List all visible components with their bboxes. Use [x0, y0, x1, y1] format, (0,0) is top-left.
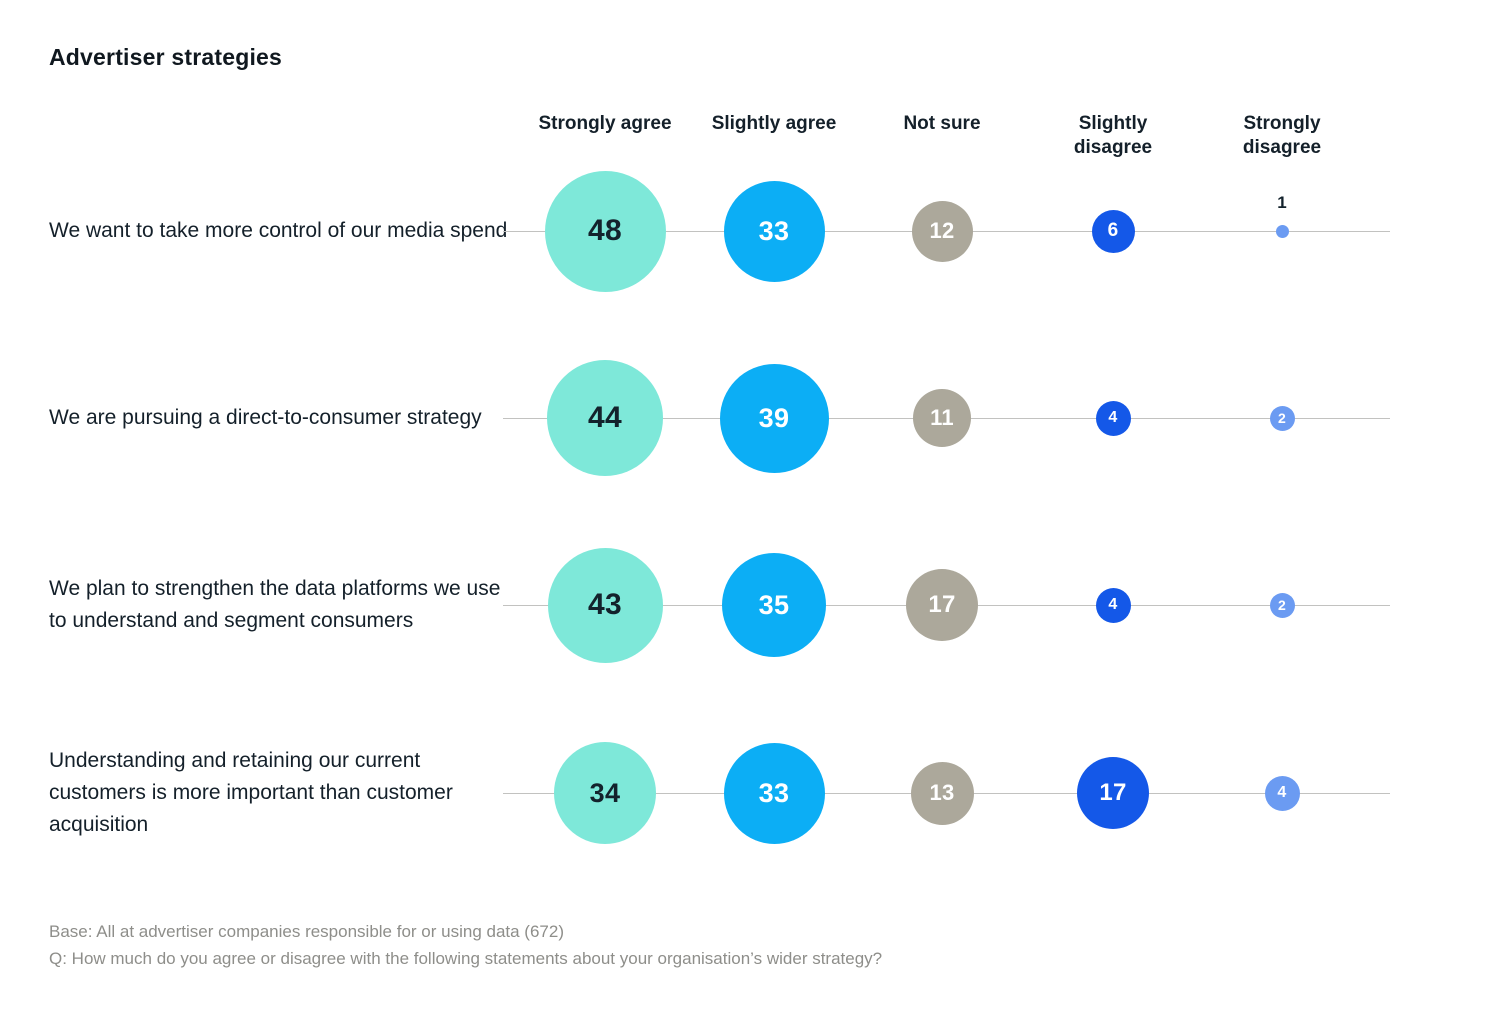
- column-header-strongly-disagree: Strongly disagree: [1242, 113, 1322, 158]
- bubble-slightly-agree: 39: [719, 363, 829, 473]
- column-header-not-sure: Not sure: [903, 113, 981, 134]
- bubble-strongly-disagree: 2: [1269, 592, 1295, 618]
- bubble-slightly-agree: 33: [723, 180, 825, 282]
- bubble-not-sure: 17: [906, 569, 978, 641]
- bubble-slightly-disagree: 4: [1095, 587, 1131, 623]
- question-note: Q: How much do you agree or disagree wit…: [49, 949, 883, 968]
- bubble-strongly-disagree: [1275, 224, 1289, 238]
- page-title: Advertiser strategies: [49, 44, 283, 70]
- bubble-slightly-agree: 33: [723, 742, 825, 844]
- row-label: We plan to strengthen the data platforms…: [49, 577, 501, 632]
- bubble-slightly-disagree: 4: [1095, 400, 1131, 436]
- bubble-slightly-disagree: 17: [1077, 757, 1149, 829]
- bubble-not-sure: 13: [910, 761, 974, 825]
- bubble-slightly-agree: 35: [722, 553, 826, 657]
- column-header-strongly-agree: Strongly agree: [538, 113, 672, 134]
- base-note: Base: All at advertiser companies respon…: [49, 922, 564, 941]
- column-header-slightly-disagree: Slightly disagree: [1073, 113, 1153, 158]
- bubble-not-sure: 11: [913, 389, 971, 447]
- column-header-slightly-agree: Slightly agree: [711, 113, 837, 134]
- bubble-slightly-disagree: 6: [1091, 209, 1135, 253]
- row-label: Understanding and retaining our current …: [49, 749, 453, 836]
- footer: Base: All at advertiser companies respon…: [49, 918, 882, 972]
- row-label: We are pursuing a direct-to-consumer str…: [49, 406, 482, 429]
- row-label: We want to take more control of our medi…: [49, 219, 508, 242]
- bubble-strongly-agree: 43: [547, 547, 663, 663]
- bubble-strongly-agree: 44: [547, 360, 663, 476]
- bubble-strongly-disagree: 4: [1264, 775, 1300, 811]
- bubble-strongly-agree: 48: [544, 170, 666, 292]
- bubble-value-label: 1: [1277, 193, 1287, 212]
- bubble-strongly-disagree: 2: [1269, 405, 1295, 431]
- bubble-strongly-agree: 34: [554, 742, 656, 844]
- bubble-not-sure: 12: [911, 200, 973, 262]
